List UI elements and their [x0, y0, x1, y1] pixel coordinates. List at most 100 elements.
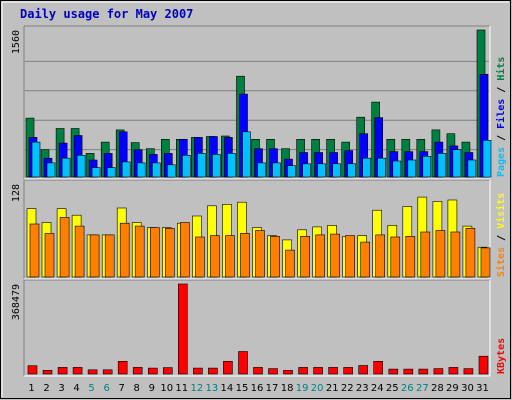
- bar-pages-day-14: [227, 153, 236, 178]
- bar-pages-day-13: [212, 154, 221, 178]
- bar-sites-day-1: [29, 223, 40, 278]
- bar-sites-day-29: [450, 231, 461, 278]
- bar-kbytes-day-5: [87, 369, 98, 375]
- bar-kbytes-day-9: [148, 367, 158, 375]
- bar-sites-day-2: [44, 233, 55, 278]
- bar-kbytes-day-31: [478, 355, 489, 375]
- bar-sites-day-16: [255, 230, 265, 278]
- legend-separator: /: [496, 229, 507, 247]
- bar-kbytes-day-29: [448, 367, 459, 375]
- bar-sites-day-7: [119, 222, 130, 278]
- bar-sites-day-12: [195, 236, 205, 278]
- bar-sites-day-24: [375, 234, 386, 278]
- x-tick-label: 14: [221, 383, 234, 394]
- x-tick-label: 26: [401, 383, 414, 394]
- bar-kbytes-day-17: [268, 368, 278, 375]
- x-tick-label: 16: [251, 383, 264, 394]
- bar-kbytes-day-23: [358, 365, 369, 375]
- legend-entry-kbytes: KBytes: [496, 338, 507, 374]
- x-tick-label: 21: [326, 383, 339, 394]
- x-tick-label: 27: [416, 383, 429, 394]
- bar-kbytes-day-14: [223, 360, 233, 375]
- bar-kbytes-day-26: [403, 368, 414, 375]
- panel-bottom: 368479 KBytes: [11, 279, 507, 377]
- bar-kbytes-day-2: [42, 369, 53, 375]
- legend-entry-visits: Visits: [495, 193, 507, 229]
- legend-separator: /: [496, 81, 507, 99]
- bar-pages-day-26: [407, 159, 417, 178]
- bar-kbytes-day-30: [463, 368, 474, 375]
- bar-sites-day-9: [150, 227, 160, 278]
- bar-pages-day-23: [362, 157, 372, 178]
- bar-kbytes-day-4: [72, 367, 83, 375]
- bar-sites-day-14: [225, 235, 235, 278]
- bar-pages-day-7: [121, 161, 131, 178]
- bar-kbytes-day-11: [178, 283, 188, 375]
- bar-pages-day-6: [106, 167, 116, 178]
- bar-sites-day-31: [480, 247, 491, 278]
- x-tick-label: 22: [341, 383, 354, 394]
- x-tick-label: 30: [461, 383, 474, 394]
- bar-kbytes-day-3: [57, 367, 68, 375]
- bar-pages-day-27: [422, 156, 432, 178]
- bar-kbytes-day-28: [433, 368, 444, 375]
- bar-pages-day-4: [76, 155, 86, 178]
- x-tick-label: 29: [446, 383, 459, 394]
- bar-sites-day-13: [210, 235, 220, 278]
- bar-pages-day-22: [347, 163, 357, 178]
- legend-entry-hits: Hits: [495, 57, 507, 81]
- x-tick-label: 31: [476, 383, 489, 394]
- x-tick-label: 4: [73, 383, 79, 394]
- bar-pages-day-29: [452, 149, 462, 178]
- panel-middle: 128 Sites / Visits: [11, 179, 507, 280]
- x-tick-label: 9: [149, 383, 155, 394]
- x-tick-label: 19: [296, 383, 309, 394]
- bar-pages-day-10: [167, 164, 176, 178]
- bar-pages-day-12: [197, 153, 206, 178]
- x-tick-label: 13: [206, 383, 219, 394]
- x-tick-label: 5: [88, 383, 94, 394]
- bar-kbytes-day-20: [313, 367, 323, 375]
- bar-kbytes-day-25: [388, 368, 399, 375]
- x-tick-label: 1: [28, 383, 34, 394]
- bar-pages-day-17: [272, 162, 281, 178]
- bar-sites-day-4: [74, 225, 85, 278]
- x-tick-label: 24: [371, 383, 384, 394]
- bar-pages-day-16: [257, 162, 266, 178]
- bar-pages-day-15: [242, 131, 251, 178]
- x-tick-label: 20: [311, 383, 324, 394]
- plot-area: [24, 280, 490, 376]
- bar-pages-day-19: [302, 163, 311, 178]
- bar-kbytes-day-22: [343, 367, 354, 375]
- bar-sites-day-5: [89, 234, 100, 278]
- x-tick-label: 6: [104, 383, 110, 394]
- bar-pages-day-2: [46, 162, 56, 178]
- x-tick-label: 25: [386, 383, 399, 394]
- x-tick-label: 18: [281, 383, 294, 394]
- x-tick-label: 12: [191, 383, 204, 394]
- bar-pages-day-31: [482, 140, 492, 178]
- bar-pages-day-28: [437, 153, 447, 178]
- bar-sites-day-20: [315, 234, 325, 278]
- bar-kbytes-day-27: [418, 368, 429, 375]
- bar-sites-day-6: [104, 234, 115, 278]
- bar-kbytes-day-10: [163, 367, 173, 375]
- legend-separator: /: [496, 129, 507, 147]
- bar-sites-day-27: [420, 231, 431, 278]
- y-axis-max-label: 128: [11, 184, 22, 202]
- bar-kbytes-day-15: [238, 351, 248, 375]
- bar-kbytes-day-1: [27, 365, 38, 375]
- chart-title: Daily usage for May 2007: [20, 7, 193, 21]
- bar-pages-day-3: [61, 157, 71, 178]
- bar-kbytes-day-7: [117, 360, 128, 375]
- bar-sites-day-30: [465, 228, 476, 278]
- y-axis-max-label: 368479: [11, 284, 22, 320]
- bar-sites-day-21: [330, 233, 340, 278]
- bar-sites-day-26: [405, 236, 416, 278]
- bar-sites-day-8: [134, 225, 145, 278]
- legend-entry-files: Files: [495, 99, 507, 129]
- x-tick-label: 2: [43, 383, 49, 394]
- x-tick-label: 28: [431, 383, 444, 394]
- x-tick-label: 10: [160, 383, 173, 394]
- bar-pages-day-20: [317, 163, 326, 178]
